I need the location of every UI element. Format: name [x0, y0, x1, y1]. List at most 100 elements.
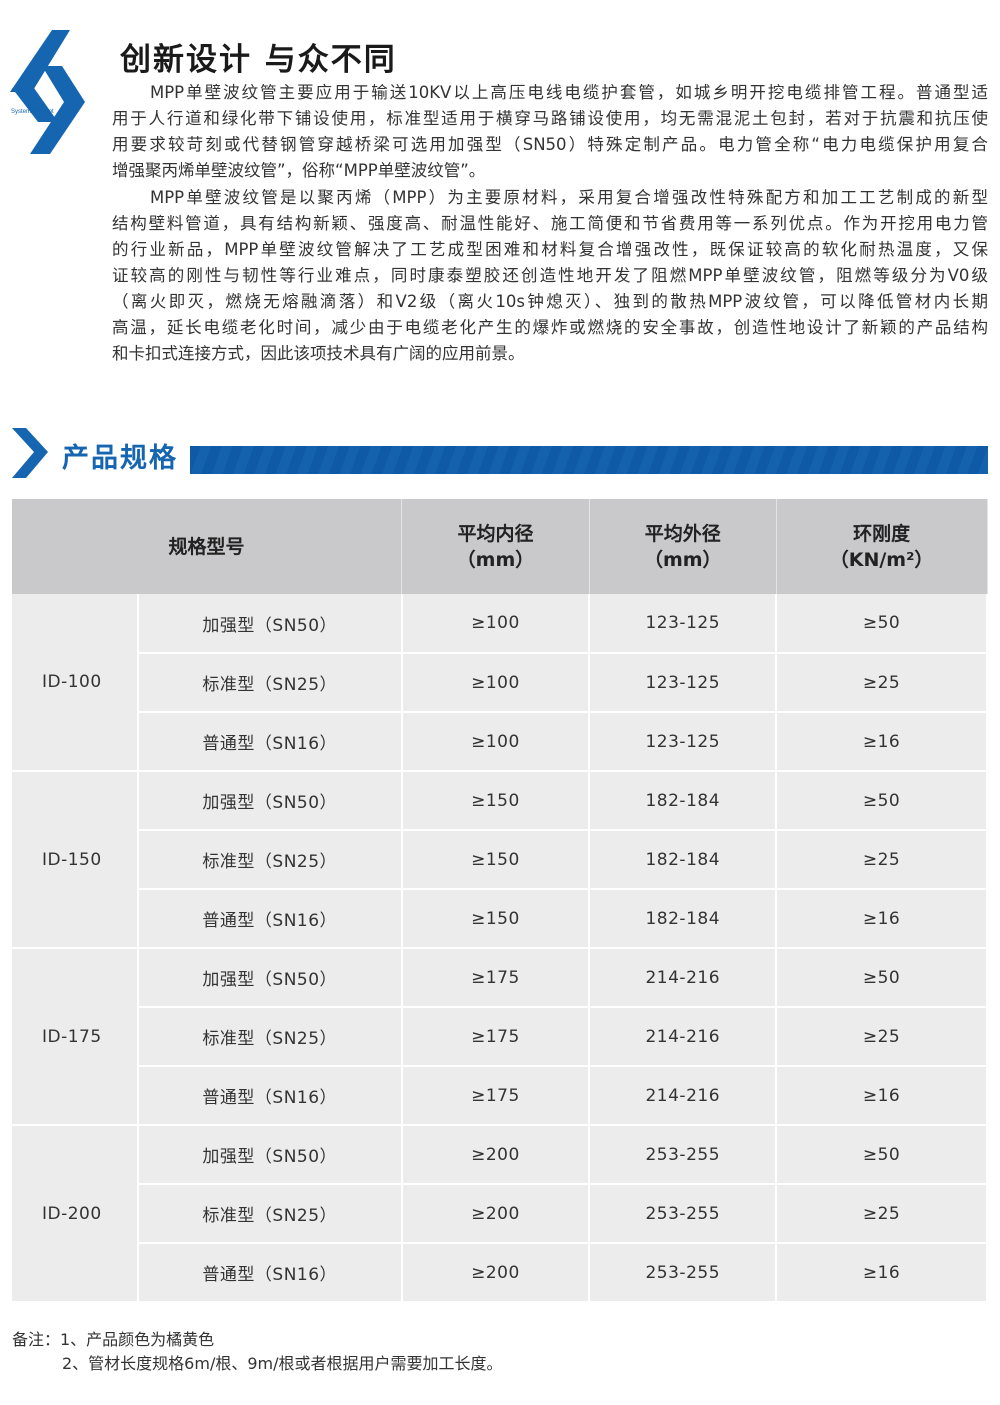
- inner-diameter-cell: ≥200: [401, 1243, 591, 1303]
- type-cell: 加强型（SN50）: [137, 771, 403, 831]
- ring-stiffness-cell: ≥50: [776, 1125, 988, 1185]
- inner-diameter-cell: ≥175: [401, 1066, 591, 1126]
- logo-icon: System concept: [10, 30, 85, 154]
- ring-stiffness-cell: ≥25: [776, 1007, 988, 1067]
- inner-diameter-cell: ≥200: [401, 1184, 591, 1244]
- paragraph-1: MPP单壁波纹管主要应用于输送10KV以上高压电线电缆护套管，如城乡明开挖电缆排…: [112, 80, 988, 184]
- outer-diameter-cell: 182-184: [589, 771, 778, 831]
- inner-diameter-cell: ≥150: [401, 830, 591, 890]
- text-line: 和卡扣式连接方式，因此该项技术具有广阔的应用前景。: [112, 344, 525, 363]
- spec-id-cell: ID-200: [12, 1125, 139, 1303]
- inner-diameter-cell: ≥100: [401, 594, 591, 654]
- chevron-right-icon: [12, 428, 48, 478]
- inner-diameter-cell: ≥175: [401, 948, 591, 1008]
- ring-stiffness-cell: ≥16: [776, 1066, 988, 1126]
- header-spec: 规格型号: [12, 499, 403, 594]
- section-title: 产品规格: [62, 443, 178, 474]
- ring-stiffness-cell: ≥16: [776, 1243, 988, 1303]
- text-line: MPP单壁波纹管主要应用于输送10KV以上高压电线电缆护套管，如城乡明开挖电缆排…: [150, 83, 988, 102]
- inner-diameter-cell: ≥150: [401, 771, 591, 831]
- outer-diameter-cell: 123-125: [589, 653, 778, 713]
- outer-diameter-cell: 123-125: [589, 712, 778, 772]
- ring-stiffness-cell: ≥25: [776, 1184, 988, 1244]
- header-label: 平均内径: [457, 522, 534, 545]
- outer-diameter-cell: 253-255: [589, 1184, 778, 1244]
- ring-stiffness-cell: ≥25: [776, 830, 988, 890]
- spec-id-cell: ID-150: [12, 771, 139, 949]
- header-label: 环刚度: [853, 522, 911, 545]
- text-line: MPP单壁波纹管是以聚丙烯（MPP）为主要原材料，采用复合增强改性特殊配方和加工…: [150, 188, 988, 207]
- inner-diameter-cell: ≥150: [401, 889, 591, 949]
- section-bar: [190, 446, 988, 474]
- section-header: 产品规格: [12, 428, 988, 478]
- header-unit: （mm）: [456, 548, 535, 571]
- type-cell: 加强型（SN50）: [137, 594, 403, 654]
- inner-diameter-cell: ≥100: [401, 653, 591, 713]
- text-line: 结构壁料管道，具有结构新颖、强度高、耐温性能好、施工简便和节省费用等一系列优点。…: [112, 214, 988, 233]
- table-row: 标准型（SN25） ≥150 182-184 ≥25: [12, 830, 988, 890]
- ring-stiffness-cell: ≥50: [776, 771, 988, 831]
- note-2: 2、管材长度规格6m/根、9m/根或者根据用户需要加工长度。: [62, 1354, 503, 1373]
- outer-diameter-cell: 214-216: [589, 1066, 778, 1126]
- ring-stiffness-cell: ≥50: [776, 594, 988, 654]
- type-cell: 标准型（SN25）: [137, 653, 403, 713]
- spec-table: 规格型号 平均内径 （mm） 平均外径 （mm） 环刚度 （KN/m²） ID-100…: [12, 499, 988, 1303]
- type-cell: 普通型（SN16）: [137, 1243, 403, 1303]
- header-ring-stiffness: 环刚度 （KN/m²）: [776, 499, 988, 594]
- text-line: 增强聚丙烯单壁波纹管”，俗称“MPP单壁波纹管”。: [112, 161, 486, 180]
- type-cell: 普通型（SN16）: [137, 1066, 403, 1126]
- inner-diameter-cell: ≥200: [401, 1125, 591, 1185]
- spec-id-cell: ID-100: [12, 594, 139, 772]
- page-title: 创新设计 与众不同: [120, 42, 397, 78]
- ring-stiffness-cell: ≥16: [776, 889, 988, 949]
- outer-diameter-cell: 182-184: [589, 830, 778, 890]
- type-cell: 普通型（SN16）: [137, 712, 403, 772]
- ring-stiffness-cell: ≥50: [776, 948, 988, 1008]
- table-row: 普通型（SN16） ≥100 123-125 ≥16: [12, 712, 988, 772]
- ring-stiffness-cell: ≥16: [776, 712, 988, 772]
- table-row: 标准型（SN25） ≥200 253-255 ≥25: [12, 1184, 988, 1244]
- spec-id-cell: ID-175: [12, 948, 139, 1126]
- ring-stiffness-cell: ≥25: [776, 653, 988, 713]
- table-row: ID-100 加强型（SN50） ≥100 123-125 ≥50: [12, 594, 988, 772]
- inner-diameter-cell: ≥100: [401, 712, 591, 772]
- type-cell: 普通型（SN16）: [137, 889, 403, 949]
- notes: 备注：1、产品颜色为橘黄色 2、管材长度规格6m/根、9m/根或者根据用户需要加…: [12, 1328, 503, 1376]
- header-inner-diameter: 平均内径 （mm）: [401, 499, 590, 594]
- paragraph-2: MPP单壁波纹管是以聚丙烯（MPP）为主要原材料，采用复合增强改性特殊配方和加工…: [112, 185, 988, 367]
- table-row: ID-175 加强型（SN50） ≥175 214-216 ≥50: [12, 948, 988, 1126]
- table-row: ID-200 加强型（SN50） ≥200 253-255 ≥50: [12, 1125, 988, 1303]
- outer-diameter-cell: 214-216: [589, 1007, 778, 1067]
- table-row: 普通型（SN16） ≥175 214-216 ≥16: [12, 1066, 988, 1126]
- inner-diameter-cell: ≥175: [401, 1007, 591, 1067]
- header-unit: （KN/m²）: [829, 548, 934, 571]
- type-cell: 标准型（SN25）: [137, 1007, 403, 1067]
- header-label: 平均外径: [644, 522, 721, 545]
- logo-text: System concept: [11, 109, 54, 115]
- table-header-row: 规格型号 平均内径 （mm） 平均外径 （mm） 环刚度 （KN/m²）: [12, 499, 988, 594]
- table-row: 普通型（SN16） ≥200 253-255 ≥16: [12, 1243, 988, 1303]
- outer-diameter-cell: 182-184: [589, 889, 778, 949]
- text-line: 用要求较苛刻或代替钢管穿越桥梁可选用加强型（SN50）特殊定制产品。电力管全称“…: [112, 135, 988, 154]
- text-line: 用于人行道和绿化带下铺设使用，标准型适用于横穿马路铺设使用，均无需混泥土包封，若…: [112, 109, 988, 128]
- type-cell: 加强型（SN50）: [137, 948, 403, 1008]
- type-cell: 标准型（SN25）: [137, 830, 403, 890]
- type-cell: 标准型（SN25）: [137, 1184, 403, 1244]
- table-row: 普通型（SN16） ≥150 182-184 ≥16: [12, 889, 988, 949]
- text-line: 证较高的刚性与韧性等行业难点，同时康泰塑胶还创造性地开发了阻燃MPP单壁波纹管，…: [112, 266, 988, 285]
- header-outer-diameter: 平均外径 （mm）: [589, 499, 777, 594]
- note-1: 备注：1、产品颜色为橘黄色: [12, 1330, 215, 1349]
- outer-diameter-cell: 123-125: [589, 594, 778, 654]
- table-row: ID-150 加强型（SN50） ≥150 182-184 ≥50: [12, 771, 988, 949]
- table-row: 标准型（SN25） ≥175 214-216 ≥25: [12, 1007, 988, 1067]
- intro-text: MPP单壁波纹管主要应用于输送10KV以上高压电线电缆护套管，如城乡明开挖电缆排…: [112, 80, 988, 367]
- outer-diameter-cell: 253-255: [589, 1125, 778, 1185]
- text-line: 的行业新品，MPP单壁波纹管解决了工艺成型困难和材料复合增强改性，既保证较高的软…: [112, 240, 988, 259]
- outer-diameter-cell: 253-255: [589, 1243, 778, 1303]
- type-cell: 加强型（SN50）: [137, 1125, 403, 1185]
- table-row: 标准型（SN25） ≥100 123-125 ≥25: [12, 653, 988, 713]
- header-unit: （mm）: [643, 548, 722, 571]
- outer-diameter-cell: 214-216: [589, 948, 778, 1008]
- text-line: 高温，延长电缆老化时间，减少由于电缆老化产生的爆炸或燃烧的安全事故，创造性地设计…: [112, 318, 988, 337]
- text-line: （离火即灭，燃烧无熔融滴落）和V2级（离火10s钟熄灭）、独到的散热MPP波纹管…: [112, 292, 988, 311]
